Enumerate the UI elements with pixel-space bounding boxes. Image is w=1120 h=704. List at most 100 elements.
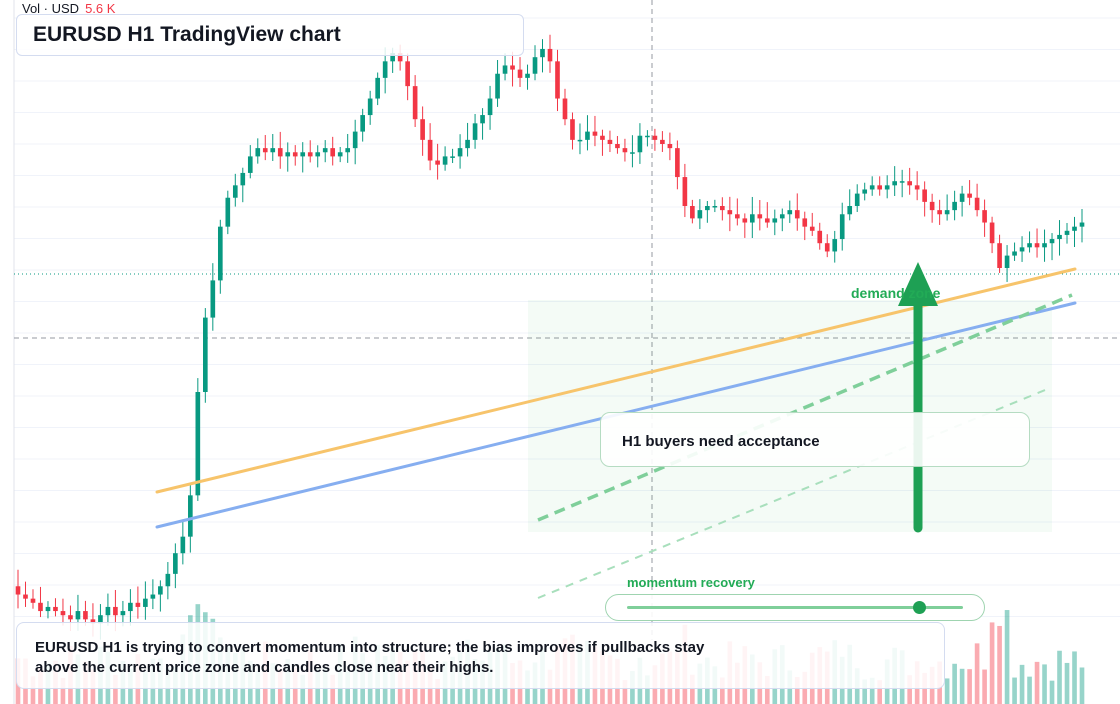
candle-body — [570, 119, 575, 140]
candle-body — [135, 602, 141, 607]
up-arrow-icon — [898, 262, 938, 306]
volume-bar — [1012, 677, 1017, 704]
candle-body — [457, 148, 463, 157]
candle-body — [787, 210, 793, 215]
candle-body — [300, 152, 306, 157]
candle-body — [952, 201, 957, 211]
candle-body — [772, 218, 778, 223]
candle-body — [210, 280, 216, 318]
candle-body — [779, 214, 785, 219]
candle-body — [1079, 222, 1085, 227]
candle-body — [802, 218, 808, 227]
candle-body — [352, 131, 358, 149]
candle-body — [735, 214, 740, 219]
candle-body — [1012, 251, 1017, 256]
volume-bar — [622, 680, 628, 704]
candle-body — [907, 181, 912, 186]
candle-body — [397, 53, 403, 62]
candle-body — [540, 48, 545, 58]
candle-body — [502, 65, 508, 74]
candle-body — [120, 611, 126, 616]
volume-bar — [1079, 667, 1085, 704]
volume-bar — [60, 677, 66, 704]
candle-body — [53, 606, 58, 612]
candle-body — [585, 131, 590, 140]
candle-body — [615, 144, 620, 149]
candle-body — [217, 226, 223, 281]
candle-body — [68, 615, 73, 620]
candle-body — [592, 131, 598, 136]
candle-body — [292, 152, 298, 157]
volume-bar — [113, 674, 118, 704]
candle-body — [877, 185, 883, 190]
candle-body — [1027, 243, 1032, 248]
volume-bar — [1027, 676, 1032, 704]
candle-body — [517, 69, 523, 78]
candle-body — [989, 222, 995, 244]
demand-zone-label: demand zone — [851, 285, 941, 301]
volume-bar — [959, 668, 965, 704]
candle-body — [742, 218, 748, 223]
acceptance-card: H1 buyers need acceptance — [600, 412, 1030, 467]
volume-bar — [1057, 650, 1062, 704]
candle-body — [15, 586, 21, 595]
volume-bar — [989, 622, 995, 704]
candle-body — [1004, 255, 1010, 268]
candle-body — [285, 152, 291, 157]
candle-body — [899, 181, 905, 183]
candle-body — [1057, 234, 1062, 240]
volume-bar — [1019, 664, 1025, 704]
candle-body — [607, 139, 613, 144]
volume-bar — [952, 663, 957, 704]
candle-body — [23, 594, 28, 599]
candle-body — [637, 135, 643, 153]
candle-body — [450, 156, 455, 158]
candle-body — [105, 606, 111, 616]
candle-body — [944, 210, 950, 215]
momentum-slider[interactable] — [605, 594, 985, 621]
candle-body — [764, 218, 770, 223]
candle-body — [128, 602, 133, 612]
volume-legend: Vol · USD 5.6 K — [22, 1, 115, 16]
candle-body — [435, 160, 440, 165]
candle-body — [188, 495, 193, 537]
candle-body — [817, 230, 823, 244]
momentum-thumb[interactable] — [913, 601, 927, 614]
volume-bar — [967, 669, 972, 704]
candle-body — [809, 226, 815, 231]
candle-body — [262, 148, 268, 153]
candle-body — [532, 57, 538, 74]
volume-bar — [30, 676, 36, 704]
candle-body — [892, 181, 897, 186]
candle-body — [869, 185, 875, 190]
candle-body — [360, 115, 365, 132]
candle-body — [749, 214, 755, 223]
candle-body — [375, 77, 380, 99]
candle-body — [690, 206, 695, 219]
candle-body — [884, 185, 890, 190]
candle-body — [465, 139, 470, 149]
candle-body — [720, 206, 725, 211]
candle-body — [1064, 230, 1070, 235]
momentum-label: momentum recovery — [627, 575, 755, 590]
candle-body — [225, 197, 231, 227]
candle-body — [600, 135, 605, 140]
candle-body — [480, 115, 485, 124]
candle-body — [854, 193, 860, 206]
candle-body — [75, 611, 81, 620]
candle-body — [270, 148, 276, 153]
candle-body — [420, 119, 425, 140]
candle-body — [914, 185, 920, 190]
candle-body — [180, 536, 186, 554]
candle-body — [555, 61, 560, 99]
volume-bar — [1064, 662, 1070, 704]
volume-bar — [720, 677, 725, 704]
candle-body — [974, 197, 980, 211]
candle-body — [247, 156, 253, 173]
candle-body — [862, 189, 868, 194]
green-dashed-channel-lower — [537, 387, 1051, 599]
candle-body — [30, 598, 36, 603]
volume-bar — [794, 677, 800, 704]
candle-body — [562, 98, 568, 120]
candle-body — [645, 135, 650, 138]
